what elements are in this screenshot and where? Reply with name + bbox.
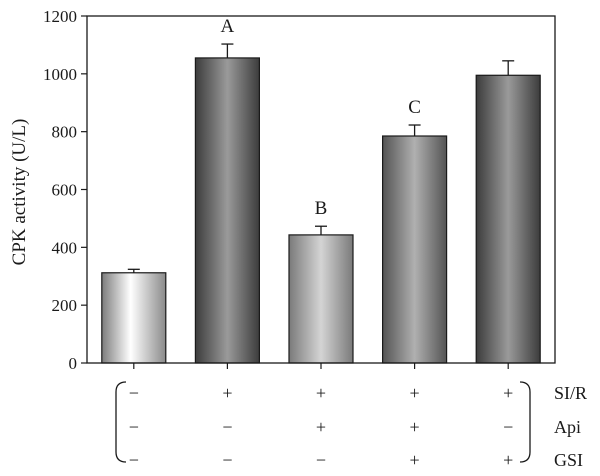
treatment-mark: − — [503, 417, 513, 437]
treatment-mark: − — [316, 450, 326, 470]
y-tick-label: 1000 — [43, 65, 77, 84]
bar — [475, 74, 541, 364]
treatment-mark: − — [222, 450, 232, 470]
significance-label: A — [221, 16, 235, 37]
treatment-mark: − — [129, 450, 139, 470]
bar — [288, 234, 354, 364]
treatment-label-gsi: GSI — [554, 450, 583, 470]
y-axis-label: CPK activity (U/L) — [9, 119, 30, 266]
treatment-mark: − — [222, 417, 232, 437]
y-tick-label: 800 — [52, 123, 78, 142]
y-tick-label: 1200 — [43, 7, 77, 26]
y-tick-label: 600 — [52, 181, 78, 200]
treatment-mark: + — [503, 383, 513, 403]
bar — [194, 57, 260, 364]
bar — [382, 135, 448, 364]
bar — [101, 272, 167, 364]
significance-label: B — [315, 198, 328, 219]
treatment-label-api: Api — [554, 417, 581, 437]
treatment-mark: − — [129, 383, 139, 403]
treatment-mark: + — [316, 383, 326, 403]
treatment-label-sir: SI/R — [554, 383, 587, 403]
treatment-mark: + — [410, 383, 420, 403]
significance-label: C — [408, 97, 421, 118]
treatment-mark: + — [222, 383, 232, 403]
treatment-mark: + — [410, 417, 420, 437]
treatment-bracket-right — [519, 381, 531, 463]
treatment-mark: − — [129, 417, 139, 437]
treatment-bracket-left — [115, 381, 127, 463]
y-tick-label: 0 — [69, 354, 78, 373]
treatment-mark: + — [410, 450, 420, 470]
plot-frame — [86, 15, 556, 364]
y-tick-label: 400 — [52, 238, 78, 257]
treatment-mark: + — [503, 450, 513, 470]
y-tick-label: 200 — [52, 296, 78, 315]
treatment-mark: + — [316, 417, 326, 437]
